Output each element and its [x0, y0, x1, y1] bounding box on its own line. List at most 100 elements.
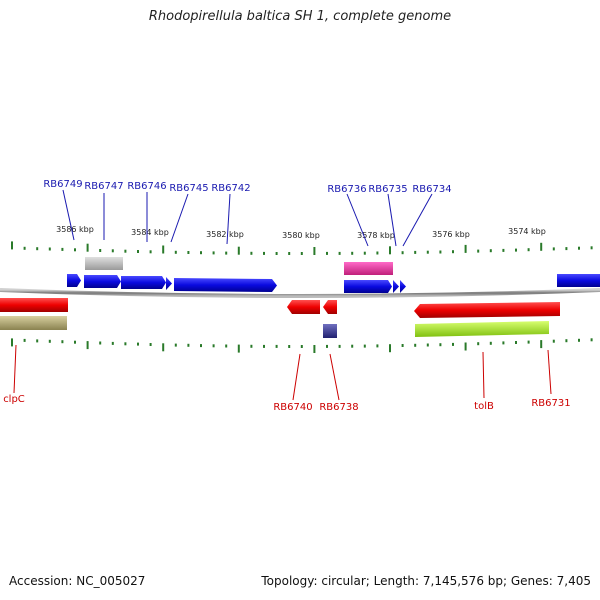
label-leader-line — [346, 193, 369, 247]
label-leader-line — [13, 344, 17, 394]
gene-arrow-forward[interactable] — [393, 280, 399, 293]
major-tick — [237, 246, 240, 255]
forward-strand-genes — [67, 274, 600, 293]
minor-tick — [212, 251, 215, 255]
minor-tick — [200, 344, 202, 348]
gene-arrow-forward[interactable] — [67, 274, 81, 287]
minor-tick — [527, 248, 530, 252]
minor-tick — [212, 344, 215, 348]
scale-label: 3574 kbp — [508, 227, 546, 236]
major-tick — [464, 244, 467, 253]
gene-label-RB6746[interactable]: RB6746 — [127, 181, 166, 192]
label-leader-line — [547, 349, 552, 395]
gene-label-RB6742[interactable]: RB6742 — [211, 183, 250, 194]
minor-tick — [590, 246, 593, 250]
major-tick — [313, 247, 316, 255]
scale-label: 3578 kbp — [357, 231, 395, 240]
minor-tick — [288, 252, 291, 255]
minor-tick — [61, 247, 64, 251]
gene-arrow-reverse[interactable] — [323, 300, 337, 314]
scale-label: 3576 kbp — [432, 230, 470, 239]
major-tick — [162, 343, 165, 352]
scale-label: 3580 kbp — [282, 231, 320, 240]
minor-tick — [263, 344, 265, 348]
gene-arrow-forward[interactable] — [344, 280, 392, 293]
gene-label-tolB[interactable]: tolB — [474, 401, 494, 412]
major-tick — [86, 341, 89, 350]
gene-arrow-forward[interactable] — [84, 275, 121, 288]
gene-label-RB6738[interactable]: RB6738 — [319, 402, 358, 413]
major-tick — [86, 243, 89, 252]
minor-tick — [401, 251, 404, 255]
gene-feature-navy[interactable] — [323, 324, 337, 338]
gene-feature-gray[interactable] — [85, 257, 123, 270]
label-leader-line — [329, 353, 340, 401]
scale-label: 3582 kbp — [206, 230, 244, 239]
gene-label-RB6731[interactable]: RB6731 — [531, 398, 570, 409]
gene-arrow-forward[interactable] — [400, 280, 406, 293]
scale-label: 3586 kbp — [56, 225, 94, 234]
label-leader-line — [62, 189, 75, 241]
gene-label-RB6735[interactable]: RB6735 — [368, 184, 407, 195]
major-tick — [11, 241, 13, 250]
minor-tick — [300, 345, 303, 348]
minor-tick — [250, 251, 253, 255]
minor-tick — [200, 251, 202, 255]
label-leader-line — [170, 193, 189, 243]
minor-tick — [452, 342, 454, 346]
gene-label-RB6747[interactable]: RB6747 — [84, 181, 123, 192]
minor-tick — [515, 341, 517, 344]
top-gene-labels: RB6749 RB6747 RB6746 RB6745 RB6742 RB673… — [43, 179, 452, 247]
lower-tick-ruler — [11, 338, 593, 353]
gene-feature-pink[interactable] — [344, 262, 393, 275]
gene-feature-olive[interactable] — [0, 316, 67, 330]
minor-tick — [36, 339, 39, 343]
minor-tick — [225, 251, 228, 255]
minor-tick — [187, 343, 190, 347]
major-tick — [389, 344, 391, 353]
minor-tick — [124, 342, 127, 346]
major-tick — [11, 338, 13, 347]
minor-tick — [23, 246, 26, 250]
minor-tick — [48, 247, 51, 251]
gene-label-RB6734[interactable]: RB6734 — [412, 184, 451, 195]
major-tick — [237, 344, 240, 353]
minor-tick — [565, 247, 568, 251]
minor-tick — [99, 249, 102, 252]
topology-text: Topology: circular; Length: 7,145,576 bp… — [261, 574, 591, 588]
upper-tick-ruler — [11, 241, 593, 255]
minor-tick — [477, 249, 480, 253]
gene-arrow-forward[interactable] — [166, 277, 172, 290]
minor-tick — [439, 250, 442, 254]
gene-arrow-reverse[interactable] — [287, 300, 320, 314]
minor-tick — [502, 248, 505, 252]
gene-feature-lime[interactable] — [415, 321, 549, 337]
major-tick — [313, 345, 316, 353]
minor-tick — [275, 252, 278, 255]
label-leader-line — [402, 193, 433, 247]
gene-label-RB6736[interactable]: RB6736 — [327, 184, 366, 195]
minor-tick — [552, 247, 555, 251]
gene-arrow-forward[interactable] — [174, 278, 277, 292]
gene-label-RB6749[interactable]: RB6749 — [43, 179, 82, 190]
gene-label-RB6745[interactable]: RB6745 — [169, 183, 208, 194]
minor-tick — [174, 343, 177, 347]
minor-tick — [414, 343, 417, 347]
gene-label-clpC[interactable]: clpC — [3, 394, 25, 405]
gene-arrow-forward[interactable] — [557, 274, 600, 287]
minor-tick — [578, 338, 580, 342]
minor-tick — [477, 342, 480, 346]
minor-tick — [452, 250, 454, 254]
minor-tick — [376, 344, 379, 348]
minor-tick — [376, 251, 379, 255]
gene-arrow-reverse[interactable] — [0, 298, 68, 312]
genome-title: Rhodopirellula baltica SH 1, complete ge… — [148, 9, 452, 24]
minor-tick — [527, 340, 530, 344]
minor-tick — [426, 250, 429, 254]
minor-tick — [137, 250, 139, 253]
minor-tick — [426, 343, 429, 347]
gene-label-RB6740[interactable]: RB6740 — [273, 402, 312, 413]
gene-arrow-reverse[interactable] — [414, 302, 560, 318]
gene-arrow-forward[interactable] — [121, 276, 166, 289]
